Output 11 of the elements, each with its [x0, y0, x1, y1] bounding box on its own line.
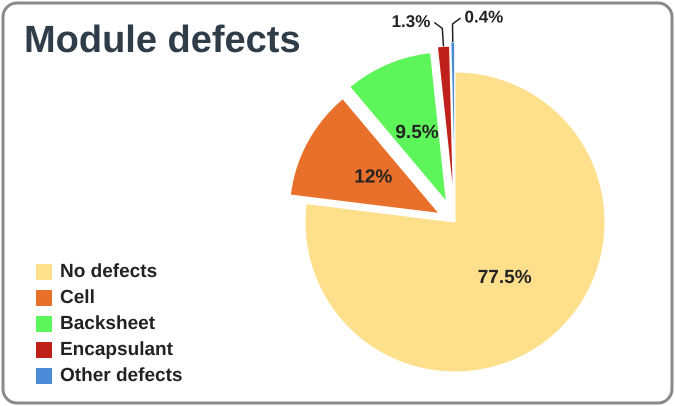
data-label: 1.3% [392, 12, 430, 31]
data-label: 9.5% [395, 122, 439, 143]
chart-title: Module defects [24, 19, 301, 61]
data-label: 77.5% [478, 267, 532, 288]
legend-label: Cell [60, 287, 95, 308]
data-label: 0.4% [464, 8, 504, 26]
legend-label: Encapsulant [60, 339, 174, 360]
legend-label: Other defects [60, 365, 182, 386]
legend-label: Backsheet [60, 313, 156, 334]
legend-label: No defects [60, 261, 158, 282]
data-label: 12% [354, 166, 392, 188]
